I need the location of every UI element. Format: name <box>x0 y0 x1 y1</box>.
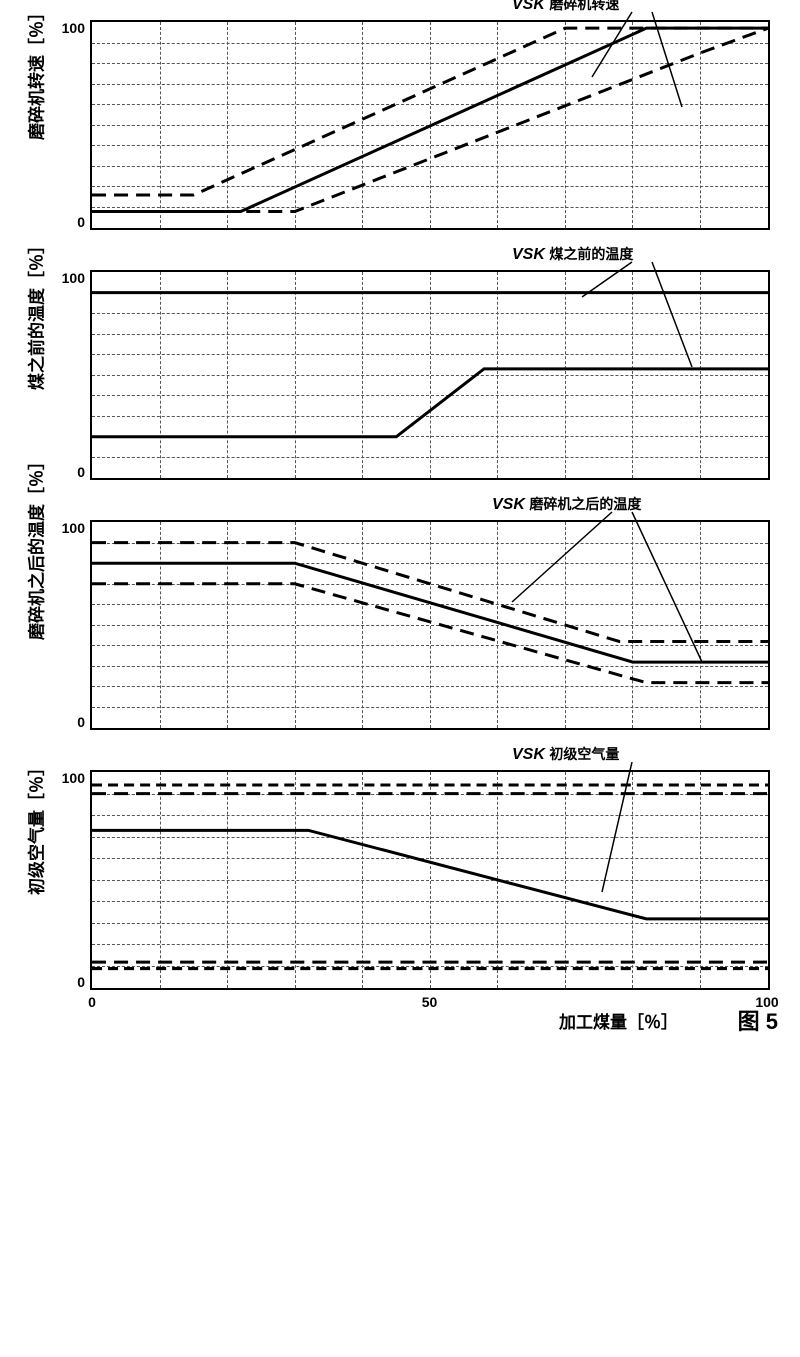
callout-line <box>652 262 692 367</box>
ytick: 0 <box>60 464 85 480</box>
chart3: VSK 磨碎机之后的温度 <box>90 520 770 730</box>
callout-line <box>512 512 612 602</box>
chart4-container: 初级空气量［％］ 0 100 VSK 初级空气量050100加工煤量［％］图 5 <box>20 770 780 990</box>
chart2: VSK 煤之前的温度 <box>90 270 770 480</box>
chart2-container: 煤之前的温度［％］ 0 100 VSK 煤之前的温度 <box>20 270 780 480</box>
chart1-callout-svg <box>92 22 768 228</box>
ytick: 0 <box>60 974 85 990</box>
callout-line <box>632 512 702 662</box>
callout-line <box>652 12 682 107</box>
vsk-prefix: VSK <box>492 496 525 513</box>
chart4-ylabel: 初级空气量［％］ <box>23 865 48 895</box>
ytick: 0 <box>60 214 85 230</box>
xtick: 50 <box>422 994 438 1010</box>
chart3-callout-svg <box>92 522 768 728</box>
vsk-sub: 初级空气量 <box>549 746 619 762</box>
chart1-container: 磨碎机转速［％］ 0 100 VSK 磨碎机转速 <box>20 20 780 230</box>
chart1-series-label: VSK 磨碎机转速 <box>512 0 619 14</box>
chart4-callout-svg <box>92 772 768 988</box>
chart3-ylabel: 磨碎机之后的温度［％］ <box>23 610 48 640</box>
chart4-series-label: VSK 初级空气量 <box>512 744 619 764</box>
callout-line <box>582 262 632 297</box>
ytick: 100 <box>60 770 85 786</box>
vsk-sub: 磨碎机转速 <box>549 0 619 12</box>
ytick: 100 <box>60 20 85 36</box>
figure-label: 图 5 <box>738 1004 778 1036</box>
chart3-series-label: VSK 磨碎机之后的温度 <box>492 494 641 514</box>
vsk-prefix: VSK <box>512 0 545 13</box>
vsk-sub: 煤之前的温度 <box>549 246 633 262</box>
chart1-ylabel: 磨碎机转速［％］ <box>23 110 48 140</box>
chart1: VSK 磨碎机转速 <box>90 20 770 230</box>
chart2-callout-svg <box>92 272 768 478</box>
ytick: 0 <box>60 714 85 730</box>
chart2-series-label: VSK 煤之前的温度 <box>512 244 633 264</box>
vsk-prefix: VSK <box>512 246 545 263</box>
chart4: VSK 初级空气量050100加工煤量［％］图 5 <box>90 770 770 990</box>
vsk-prefix: VSK <box>512 746 545 763</box>
ytick: 100 <box>60 520 85 536</box>
chart2-ylabel: 煤之前的温度［％］ <box>23 360 48 390</box>
callout-line <box>592 12 632 77</box>
ytick: 100 <box>60 270 85 286</box>
chart3-container: 磨碎机之后的温度［％］ 0 100 VSK 磨碎机之后的温度 <box>20 520 780 730</box>
xtick: 0 <box>88 994 96 1010</box>
xaxis-label: 加工煤量［％］ <box>559 1008 678 1033</box>
callout-line <box>602 762 632 892</box>
vsk-sub: 磨碎机之后的温度 <box>529 496 641 512</box>
